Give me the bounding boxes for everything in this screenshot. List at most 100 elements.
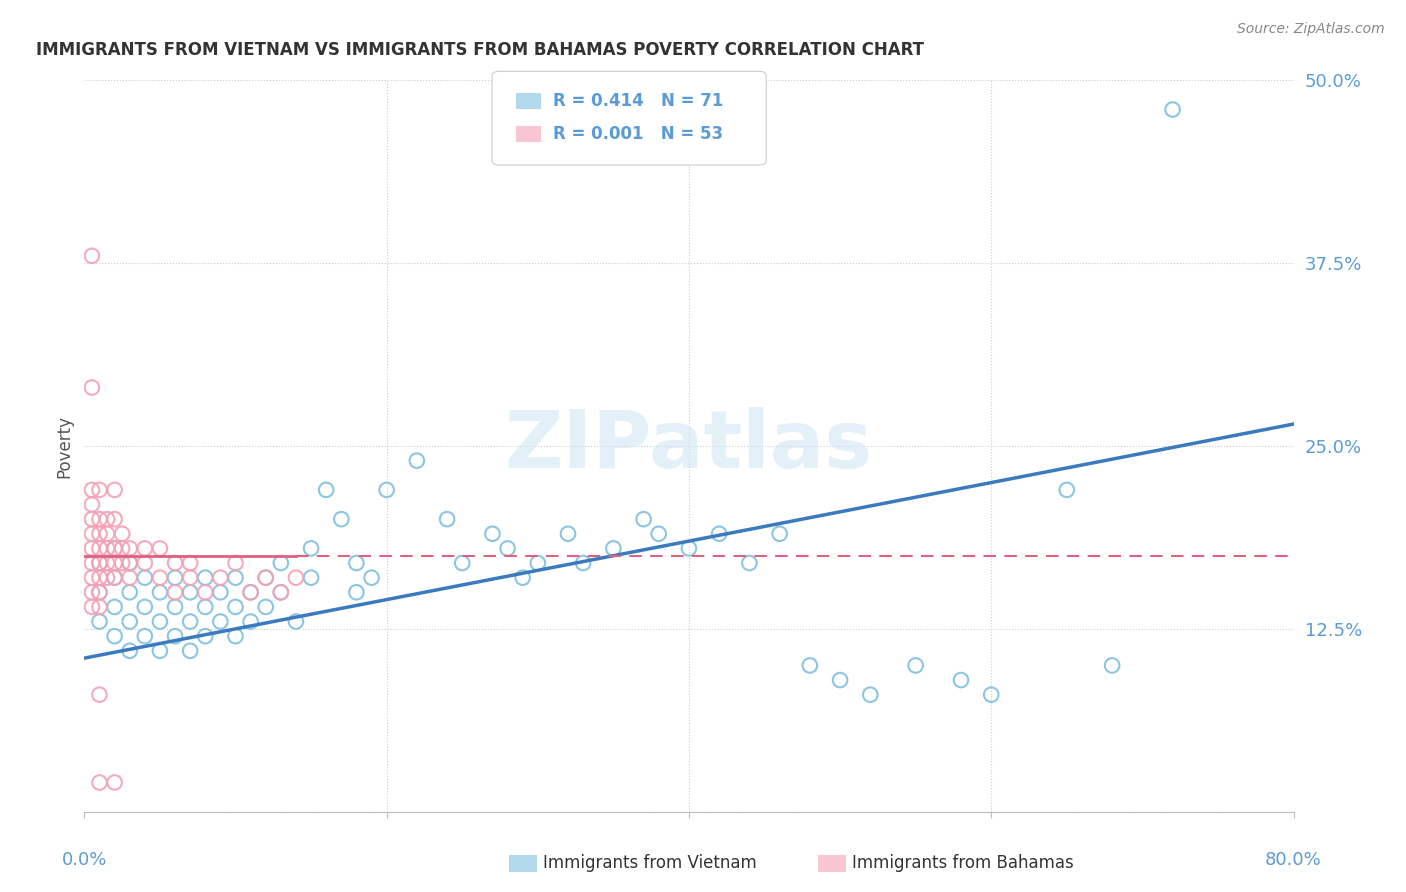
Point — [165, 571, 187, 585]
Point — [134, 556, 156, 570]
Point — [165, 599, 187, 614]
Point — [859, 688, 882, 702]
Point — [194, 571, 217, 585]
Point — [436, 512, 458, 526]
Point — [572, 556, 595, 570]
Point — [512, 571, 534, 585]
Point — [89, 541, 111, 556]
Point — [149, 585, 172, 599]
Point — [89, 512, 111, 526]
Point — [104, 775, 127, 789]
Point — [225, 571, 247, 585]
Point — [104, 483, 127, 497]
Text: Source: ZipAtlas.com: Source: ZipAtlas.com — [1237, 22, 1385, 37]
Point — [80, 556, 103, 570]
Point — [149, 571, 172, 585]
Point — [80, 541, 103, 556]
Point — [134, 541, 156, 556]
Point — [134, 599, 156, 614]
Point — [270, 556, 292, 570]
Point — [239, 585, 262, 599]
Point — [179, 615, 201, 629]
Point — [104, 512, 127, 526]
Point — [904, 658, 927, 673]
Point — [80, 512, 103, 526]
Point — [360, 571, 382, 585]
Point — [481, 526, 503, 541]
Point — [104, 571, 127, 585]
Point — [270, 585, 292, 599]
Point — [451, 556, 474, 570]
Point — [80, 249, 103, 263]
Point — [678, 541, 700, 556]
Point — [89, 775, 111, 789]
Point — [239, 585, 262, 599]
Point — [96, 571, 118, 585]
Point — [179, 585, 201, 599]
Point — [134, 629, 156, 643]
Text: Immigrants from Bahamas: Immigrants from Bahamas — [852, 855, 1074, 872]
Point — [179, 571, 201, 585]
Point — [633, 512, 655, 526]
Point — [239, 615, 262, 629]
Point — [89, 599, 111, 614]
Point — [254, 571, 277, 585]
Point — [496, 541, 519, 556]
Point — [315, 483, 337, 497]
Point — [209, 571, 232, 585]
Point — [270, 585, 292, 599]
Point — [799, 658, 821, 673]
Point — [648, 526, 671, 541]
Point — [118, 644, 141, 658]
Point — [80, 380, 103, 394]
Point — [225, 599, 247, 614]
Point — [134, 571, 156, 585]
Point — [80, 599, 103, 614]
Point — [89, 571, 111, 585]
Point — [118, 571, 141, 585]
Point — [118, 541, 141, 556]
Point — [165, 629, 187, 643]
Point — [89, 688, 111, 702]
Point — [118, 556, 141, 570]
Point — [225, 629, 247, 643]
Point — [96, 512, 118, 526]
Point — [346, 585, 368, 599]
Point — [104, 599, 127, 614]
Y-axis label: Poverty: Poverty — [55, 415, 73, 477]
Point — [179, 556, 201, 570]
Point — [111, 541, 134, 556]
Point — [299, 571, 322, 585]
Point — [194, 585, 217, 599]
Point — [1161, 103, 1184, 117]
Point — [96, 541, 118, 556]
Point — [89, 585, 111, 599]
Text: 0.0%: 0.0% — [62, 851, 107, 869]
Point — [406, 453, 429, 467]
Point — [557, 526, 579, 541]
Point — [104, 629, 127, 643]
Point — [225, 556, 247, 570]
Point — [330, 512, 353, 526]
Point — [738, 556, 761, 570]
Point — [149, 541, 172, 556]
Point — [80, 585, 103, 599]
Point — [104, 571, 127, 585]
Point — [285, 571, 308, 585]
Point — [254, 571, 277, 585]
Point — [96, 556, 118, 570]
Point — [96, 526, 118, 541]
Point — [980, 688, 1002, 702]
Point — [179, 644, 201, 658]
Point — [346, 556, 368, 570]
Point — [118, 615, 141, 629]
Point — [80, 571, 103, 585]
Point — [104, 541, 127, 556]
Point — [375, 483, 398, 497]
Point — [769, 526, 792, 541]
Point — [1101, 658, 1123, 673]
Point — [299, 541, 322, 556]
Text: Immigrants from Vietnam: Immigrants from Vietnam — [543, 855, 756, 872]
Point — [1056, 483, 1078, 497]
Point — [149, 644, 172, 658]
